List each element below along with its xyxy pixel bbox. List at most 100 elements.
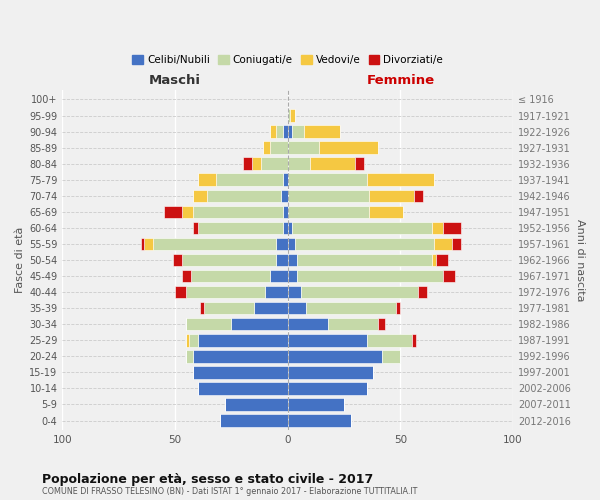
Bar — [182, 270, 191, 282]
Bar — [452, 238, 461, 250]
Bar — [200, 302, 205, 314]
Bar — [270, 270, 288, 282]
Bar — [443, 222, 461, 234]
Bar — [288, 222, 292, 234]
Bar — [288, 318, 328, 330]
Bar — [270, 126, 277, 138]
Bar — [292, 222, 432, 234]
Bar — [288, 414, 351, 427]
Bar — [182, 206, 193, 218]
Bar — [188, 334, 197, 346]
Bar — [193, 206, 283, 218]
Bar — [224, 398, 288, 410]
Bar — [277, 254, 288, 266]
Bar — [297, 254, 432, 266]
Bar — [265, 286, 288, 298]
Bar — [197, 222, 283, 234]
Bar — [328, 318, 378, 330]
Bar — [206, 190, 281, 202]
Legend: Celibi/Nubili, Coniugati/e, Vedovi/e, Divorziati/e: Celibi/Nubili, Coniugati/e, Vedovi/e, Di… — [128, 51, 447, 69]
Bar — [141, 238, 143, 250]
Bar — [251, 158, 261, 170]
Bar — [319, 142, 378, 154]
Bar — [215, 174, 283, 186]
Bar — [261, 158, 288, 170]
Bar — [197, 382, 288, 394]
Bar — [418, 286, 427, 298]
Bar — [152, 238, 277, 250]
Bar — [187, 350, 193, 362]
Bar — [414, 190, 423, 202]
Bar — [367, 174, 434, 186]
Bar — [288, 382, 367, 394]
Bar — [288, 238, 295, 250]
Bar — [263, 142, 270, 154]
Bar — [193, 350, 288, 362]
Bar — [304, 126, 340, 138]
Bar — [288, 142, 319, 154]
Bar — [283, 206, 288, 218]
Bar — [369, 190, 414, 202]
Bar — [297, 270, 443, 282]
Bar — [182, 254, 277, 266]
Bar — [412, 334, 416, 346]
Bar — [143, 238, 152, 250]
Bar — [436, 254, 448, 266]
Bar — [295, 238, 434, 250]
Bar — [288, 110, 290, 122]
Bar — [187, 334, 188, 346]
Bar — [355, 158, 364, 170]
Bar — [288, 302, 306, 314]
Bar — [288, 190, 369, 202]
Bar — [164, 206, 182, 218]
Bar — [432, 222, 443, 234]
Bar — [306, 302, 396, 314]
Bar — [288, 126, 292, 138]
Bar — [270, 142, 288, 154]
Bar — [434, 238, 452, 250]
Text: Femmine: Femmine — [367, 74, 434, 88]
Bar — [205, 302, 254, 314]
Bar — [288, 398, 344, 410]
Bar — [277, 238, 288, 250]
Bar — [292, 126, 304, 138]
Bar — [367, 334, 412, 346]
Bar — [288, 270, 297, 282]
Text: Maschi: Maschi — [149, 74, 201, 88]
Bar — [290, 110, 295, 122]
Bar — [283, 174, 288, 186]
Bar — [288, 286, 301, 298]
Bar — [187, 286, 265, 298]
Bar — [288, 334, 367, 346]
Bar — [288, 174, 367, 186]
Bar — [283, 222, 288, 234]
Bar — [382, 350, 400, 362]
Bar — [197, 334, 288, 346]
Text: Popolazione per età, sesso e stato civile - 2017: Popolazione per età, sesso e stato civil… — [42, 472, 373, 486]
Bar — [288, 350, 382, 362]
Bar — [288, 366, 373, 378]
Y-axis label: Fasce di età: Fasce di età — [15, 227, 25, 293]
Bar — [369, 206, 403, 218]
Bar — [232, 318, 288, 330]
Bar — [220, 414, 288, 427]
Bar — [242, 158, 251, 170]
Bar — [396, 302, 400, 314]
Bar — [187, 318, 232, 330]
Bar — [193, 190, 206, 202]
Bar — [288, 206, 369, 218]
Bar — [173, 254, 182, 266]
Bar — [288, 158, 310, 170]
Bar — [175, 286, 187, 298]
Text: COMUNE DI FRASSO TELESINO (BN) - Dati ISTAT 1° gennaio 2017 - Elaborazione TUTTI: COMUNE DI FRASSO TELESINO (BN) - Dati IS… — [42, 488, 418, 496]
Y-axis label: Anni di nascita: Anni di nascita — [575, 218, 585, 301]
Bar — [432, 254, 436, 266]
Bar — [197, 174, 215, 186]
Bar — [191, 270, 270, 282]
Bar — [193, 366, 288, 378]
Bar — [378, 318, 385, 330]
Bar — [443, 270, 455, 282]
Bar — [254, 302, 288, 314]
Bar — [277, 126, 283, 138]
Bar — [310, 158, 355, 170]
